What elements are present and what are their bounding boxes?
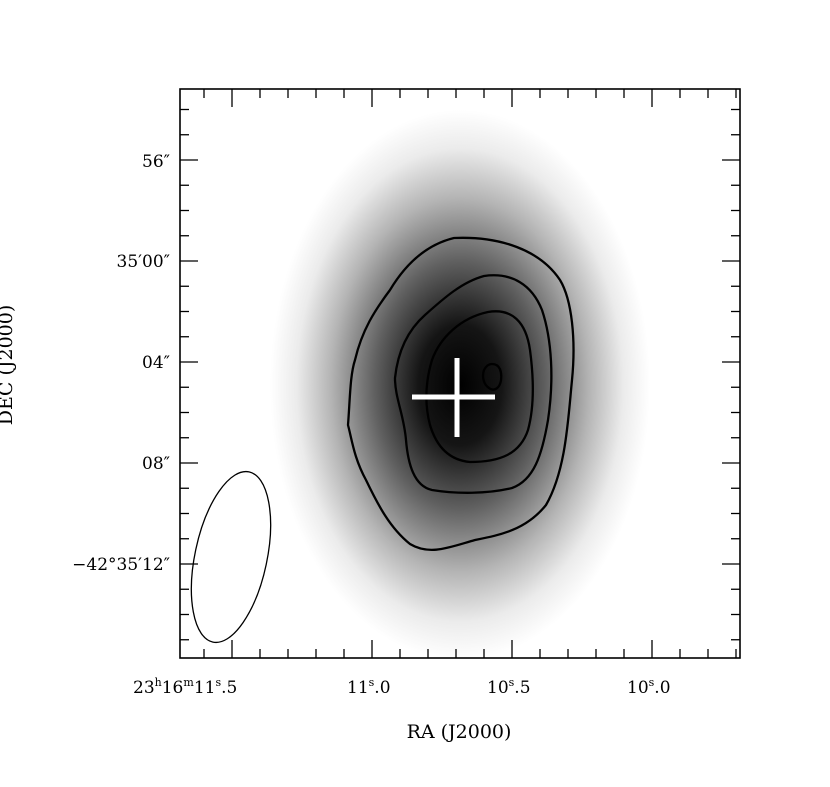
- x-tick-labels: 23h16m11s.5 11s.0 10s.5 10s.0: [133, 676, 671, 698]
- position-cross-marker: [412, 358, 495, 437]
- contour-group: [346, 236, 575, 552]
- y-tick-label: 35′00″: [117, 252, 170, 272]
- axis-ticks: [180, 89, 740, 658]
- x-axis-title: RA (J2000): [407, 721, 512, 743]
- x-tick-label: 10s.5: [487, 676, 531, 698]
- x-tick-label: 23h16m11s.5: [133, 676, 237, 698]
- x-tick-label: 11s.0: [347, 676, 391, 698]
- plot-frame: [179, 88, 741, 659]
- y-tick-label: 08″: [142, 454, 170, 474]
- intensity-image: [180, 89, 740, 658]
- y-tick-label: 56″: [142, 152, 170, 172]
- y-tick-label: 04″: [142, 353, 170, 373]
- y-tick-labels: 56″ 35′00″ 04″ 08″ −42°35′12″: [72, 152, 170, 575]
- y-tick-label: −42°35′12″: [72, 555, 170, 575]
- beam-ellipse: [190, 470, 272, 644]
- x-tick-label: 10s.0: [627, 676, 671, 698]
- contour-level-1: [346, 236, 575, 552]
- contour-level-2: [393, 274, 553, 494]
- contour-level-4: [481, 362, 503, 391]
- y-axis-title: DEC (J2000): [0, 305, 17, 425]
- contour-level-3: [425, 310, 534, 464]
